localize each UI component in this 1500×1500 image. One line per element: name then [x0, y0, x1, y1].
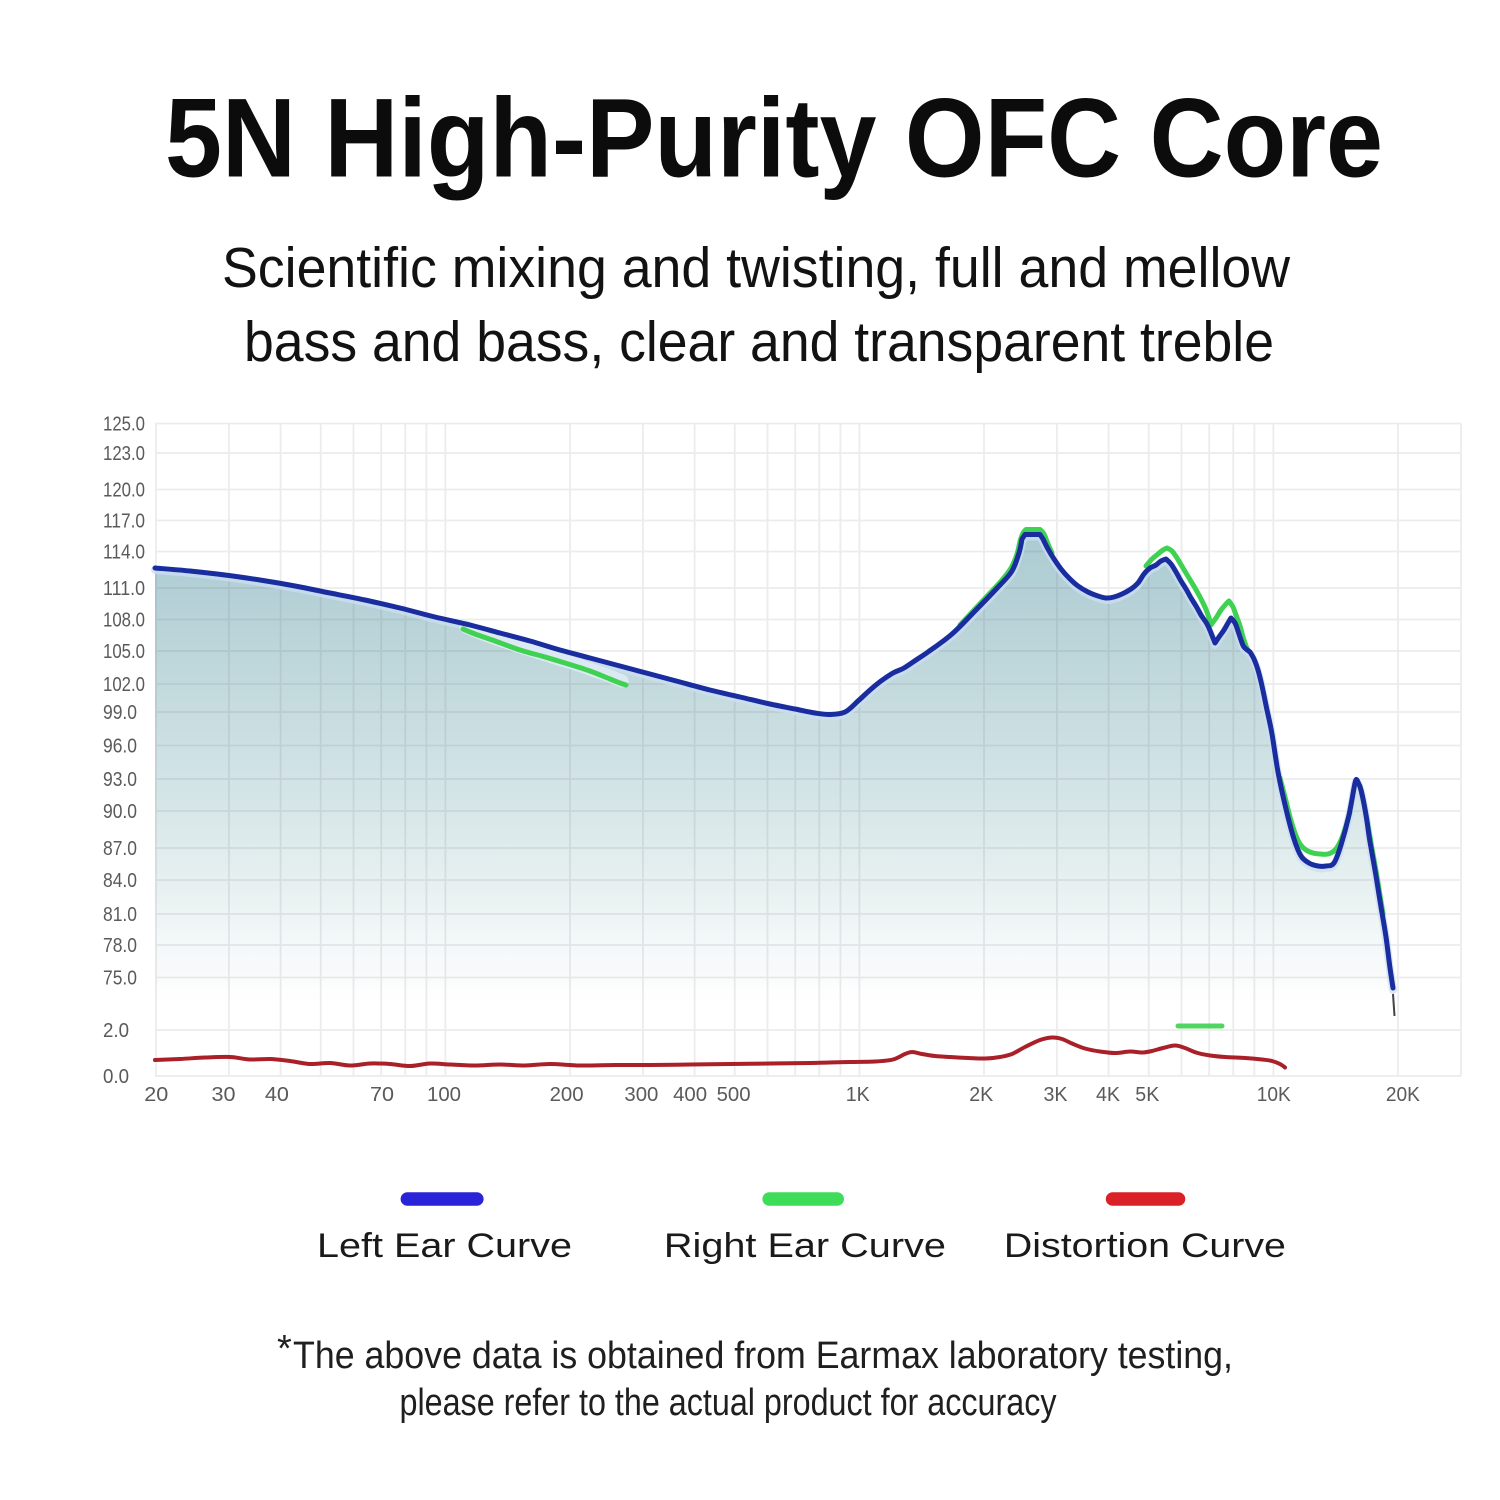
- svg-text:111.0: 111.0: [103, 578, 145, 600]
- svg-text:90.0: 90.0: [103, 801, 137, 823]
- svg-text:400: 400: [673, 1084, 707, 1106]
- svg-text:108.0: 108.0: [103, 610, 145, 632]
- svg-text:100: 100: [427, 1084, 461, 1106]
- svg-text:20K: 20K: [1386, 1084, 1421, 1106]
- svg-text:30: 30: [212, 1084, 236, 1106]
- svg-text:120.0: 120.0: [103, 480, 145, 502]
- svg-text:200: 200: [550, 1084, 584, 1106]
- svg-text:bass and bass, clear and trans: bass and bass, clear and transparent tre…: [244, 310, 1274, 374]
- svg-text:102.0: 102.0: [103, 674, 145, 696]
- svg-text:4K: 4K: [1096, 1084, 1121, 1106]
- svg-text:123.0: 123.0: [103, 443, 145, 465]
- svg-text:The above data is obtained fro: The above data is obtained from Earmax l…: [293, 1335, 1233, 1377]
- svg-text:78.0: 78.0: [103, 935, 137, 957]
- svg-text:2.0: 2.0: [103, 1020, 129, 1042]
- svg-text:125.0: 125.0: [103, 414, 145, 436]
- svg-text:114.0: 114.0: [103, 542, 145, 564]
- svg-text:Left Ear Curve: Left Ear Curve: [317, 1227, 572, 1265]
- svg-text:please refer to the actual pro: please refer to the actual product for a…: [400, 1382, 1057, 1424]
- svg-text:84.0: 84.0: [103, 870, 137, 892]
- svg-text:Distortion Curve: Distortion Curve: [1004, 1227, 1286, 1265]
- svg-text:10K: 10K: [1257, 1084, 1292, 1106]
- svg-text:500: 500: [717, 1084, 751, 1106]
- svg-text:96.0: 96.0: [103, 736, 137, 758]
- svg-text:87.0: 87.0: [103, 838, 137, 860]
- svg-text:5K: 5K: [1135, 1084, 1160, 1106]
- svg-text:117.0: 117.0: [103, 511, 145, 533]
- svg-text:105.0: 105.0: [103, 641, 145, 663]
- svg-text:20: 20: [144, 1084, 168, 1106]
- svg-text:75.0: 75.0: [103, 968, 137, 990]
- svg-text:300: 300: [624, 1084, 658, 1106]
- svg-text:0.0: 0.0: [103, 1066, 129, 1088]
- svg-text:3K: 3K: [1044, 1084, 1069, 1106]
- svg-text:Scientific mixing and twisting: Scientific mixing and twisting, full and…: [222, 236, 1291, 300]
- svg-text:1K: 1K: [846, 1084, 871, 1106]
- svg-text:70: 70: [370, 1084, 394, 1106]
- svg-text:93.0: 93.0: [103, 769, 137, 791]
- svg-text:2K: 2K: [969, 1084, 994, 1106]
- svg-text:*: *: [277, 1328, 292, 1370]
- svg-text:5N High-Purity OFC Core: 5N High-Purity OFC Core: [165, 76, 1383, 201]
- svg-text:81.0: 81.0: [103, 904, 137, 926]
- svg-text:40: 40: [265, 1084, 289, 1106]
- svg-text:99.0: 99.0: [103, 702, 137, 724]
- svg-text:Right Ear Curve: Right Ear Curve: [664, 1227, 946, 1265]
